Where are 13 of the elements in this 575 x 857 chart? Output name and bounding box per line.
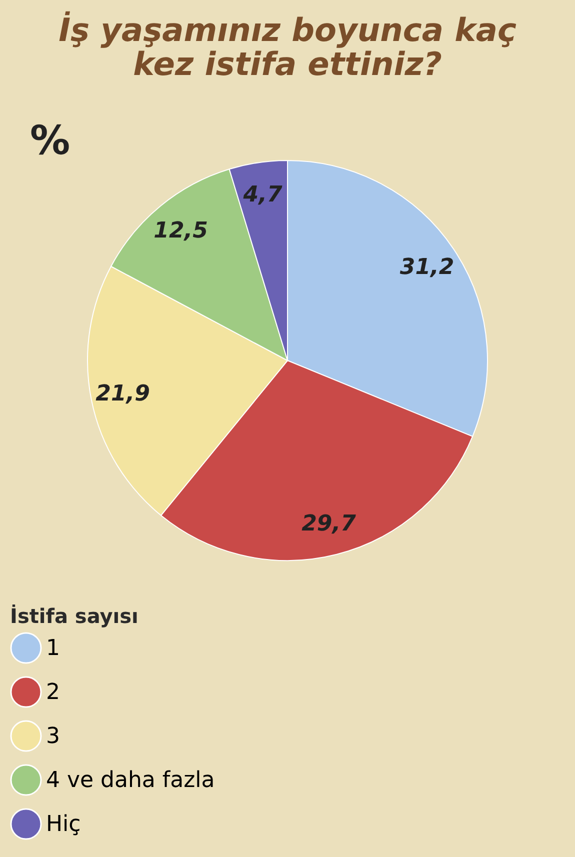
data-label: 31,2 [400, 254, 454, 280]
data-label: 29,7 [302, 511, 357, 536]
legend-label: 4 ve daha fazla [46, 768, 215, 793]
chart-title: İş yaşamınız boyunca kaç kez istifa ettiniz? [58, 11, 516, 83]
text: % [30, 118, 70, 164]
data-label: 12,5 [154, 218, 208, 244]
legend-label: 3 [46, 724, 60, 749]
data-label: 4,7 [242, 182, 283, 208]
data-label: 21,9 [96, 382, 150, 407]
legend-title: İstifa sayısı [10, 604, 138, 628]
legend-label: Hiç [46, 812, 81, 837]
legend-label: 1 [46, 636, 60, 661]
legend-label: 2 [46, 680, 60, 705]
